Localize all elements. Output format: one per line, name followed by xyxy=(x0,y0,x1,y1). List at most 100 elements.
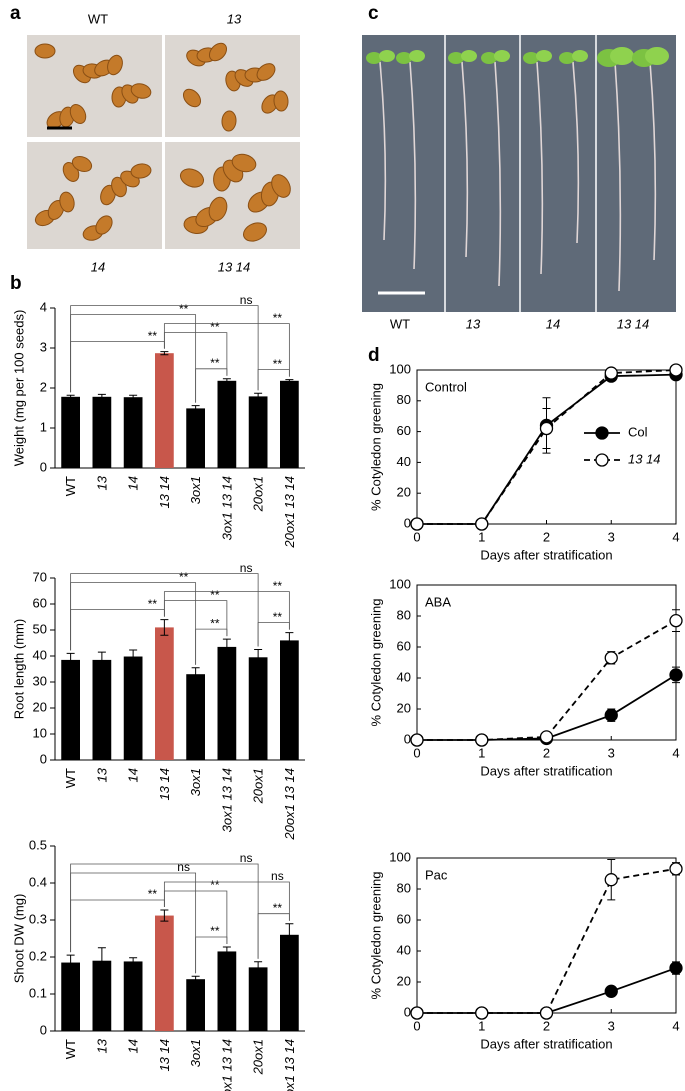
y-tick-label: 80 xyxy=(397,880,411,895)
y-tick-label: 0 xyxy=(40,751,47,766)
leaf xyxy=(523,52,539,64)
root xyxy=(649,61,657,261)
bar xyxy=(217,951,237,1031)
x-tick-label: 3ox1 xyxy=(188,768,203,796)
x-tick-label: 14 xyxy=(126,476,141,490)
bar xyxy=(280,380,299,468)
image-label: 14 xyxy=(91,259,105,274)
data-point xyxy=(475,733,489,747)
bar xyxy=(61,396,80,468)
bar xyxy=(92,659,112,760)
significance-label: ** xyxy=(273,311,283,325)
error-bar xyxy=(160,351,169,356)
y-tick-label: 40 xyxy=(397,669,411,684)
data-point xyxy=(669,862,683,876)
data-point xyxy=(410,1006,424,1020)
error-bar xyxy=(97,651,106,669)
leaf xyxy=(610,47,634,65)
y-axis-label: Shoot DW (mg) xyxy=(11,894,26,984)
data-point xyxy=(539,730,554,744)
data-point xyxy=(604,708,618,722)
seed xyxy=(182,88,202,108)
data-point xyxy=(604,873,618,887)
significance-label: ns xyxy=(240,293,253,307)
y-tick-label: 80 xyxy=(397,607,411,622)
leaf xyxy=(448,52,464,64)
bar xyxy=(248,967,268,1031)
error-bar xyxy=(160,909,169,922)
x-tick-label: 3ox1 13 14 xyxy=(219,768,234,832)
x-tick-label: 13 xyxy=(94,475,109,490)
error-bar xyxy=(285,379,294,383)
y-tick-label: 20 xyxy=(397,485,411,500)
legend-marker xyxy=(595,453,609,467)
bar xyxy=(155,627,174,760)
y-tick-label: 0.3 xyxy=(29,911,47,926)
bar xyxy=(61,659,80,760)
y-tick-label: 40 xyxy=(33,647,47,662)
data-point xyxy=(604,366,618,380)
series-line xyxy=(417,867,677,1014)
significance-label: ** xyxy=(210,924,220,938)
error-bar xyxy=(129,649,138,664)
x-axis-label: Days after stratification xyxy=(480,1036,612,1051)
x-tick-label: 13 14 xyxy=(157,1039,172,1072)
significance-bracket xyxy=(163,881,290,921)
data-point xyxy=(539,421,554,436)
y-tick-label: 100 xyxy=(389,576,411,591)
leaf xyxy=(559,52,575,64)
leaf xyxy=(494,50,510,62)
error-bar xyxy=(129,394,138,400)
bar xyxy=(123,397,143,468)
error-bar xyxy=(97,947,106,975)
root xyxy=(409,61,417,270)
bar xyxy=(123,656,143,760)
root xyxy=(461,61,469,258)
x-tick-label: 4 xyxy=(672,529,679,544)
x-tick-label: 20ox1 13 14 xyxy=(282,1039,297,1091)
seed xyxy=(34,43,56,59)
significance-label: ** xyxy=(148,597,158,611)
panel-letter: d xyxy=(368,345,380,366)
seed xyxy=(271,174,291,198)
x-tick-label: 20ox1 13 14 xyxy=(282,768,297,841)
leaf xyxy=(461,50,477,62)
x-tick-label: 13 xyxy=(94,1038,109,1053)
x-tick-label: 13 14 xyxy=(157,476,172,509)
legend-label: 13 14 xyxy=(628,451,661,466)
significance-label: ** xyxy=(273,357,283,371)
error-bar xyxy=(285,632,294,649)
x-tick-label: 4 xyxy=(672,1018,679,1033)
bar xyxy=(155,353,174,468)
x-tick-label: 2 xyxy=(543,1018,550,1033)
x-tick-label: WT xyxy=(63,1039,78,1059)
significance-label: ** xyxy=(210,616,220,630)
data-point xyxy=(669,668,683,682)
x-tick-label: 1 xyxy=(478,529,485,544)
y-axis-label: % Cotyledon greening xyxy=(368,872,383,1000)
data-point xyxy=(539,1006,554,1020)
image-label: 14 xyxy=(546,316,560,331)
seed xyxy=(71,155,93,173)
significance-label: ** xyxy=(179,570,189,584)
plot-frame xyxy=(416,584,677,741)
legend-label: Col xyxy=(628,424,648,439)
significance-label: ** xyxy=(148,887,158,901)
significance-bracket xyxy=(163,591,290,630)
data-point xyxy=(669,363,683,377)
y-tick-label: 20 xyxy=(397,973,411,988)
panel-letter: b xyxy=(10,273,22,294)
x-tick-label: 13 14 xyxy=(157,768,172,801)
image-label: WT xyxy=(88,11,108,26)
seed xyxy=(130,83,152,99)
bar xyxy=(186,979,205,1031)
seedling-photo xyxy=(362,35,676,312)
seed xyxy=(243,222,267,242)
y-axis-label: Weight (mg per 100 seeds) xyxy=(11,310,26,467)
x-tick-label: 1 xyxy=(478,745,485,760)
y-axis-label: Root length (mm) xyxy=(11,619,26,719)
x-axis-label: Days after stratification xyxy=(480,547,612,562)
y-axis-label: % Cotyledon greening xyxy=(368,599,383,727)
x-axis-label: Days after stratification xyxy=(480,763,612,778)
error-bar xyxy=(66,652,75,667)
